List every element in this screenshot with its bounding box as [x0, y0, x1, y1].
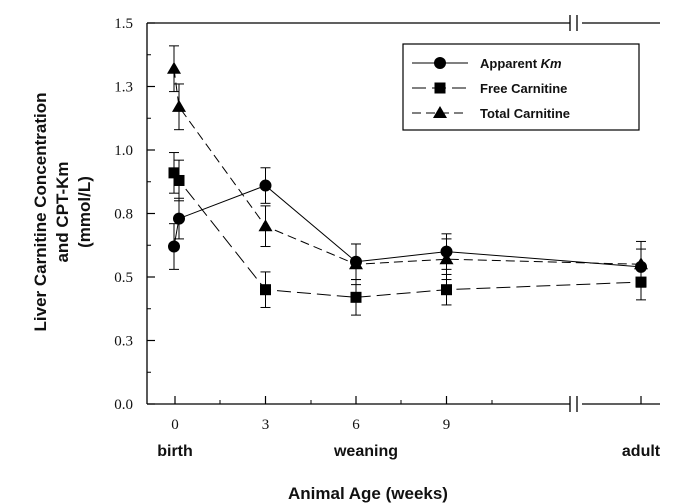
legend-label: Total Carnitine — [480, 106, 570, 121]
y-tick-label: 0.8 — [114, 207, 133, 223]
x-tick-label: 3 — [262, 417, 270, 433]
series-line — [173, 184, 642, 268]
x-tick-label: 9 — [443, 417, 451, 433]
y-tick-label: 0.0 — [114, 397, 133, 413]
legend: Apparent Km Free Carnitine Total Carnitine — [402, 43, 640, 131]
y-axis-title-line: Liver Carnitine Concentration — [31, 93, 50, 332]
x-ticks: 0 3 6 9 — [171, 396, 642, 433]
data-point — [168, 167, 180, 179]
legend-marker — [433, 106, 447, 118]
x-tick-label: 0 — [171, 417, 179, 433]
data-point — [259, 179, 272, 192]
legend-label: Apparent Km — [480, 56, 562, 71]
legend-marker — [434, 82, 446, 94]
y-tick-label: 1.0 — [114, 143, 133, 159]
series-line — [173, 68, 642, 265]
y-axis-title-line: (mmol/L) — [75, 176, 94, 248]
series-square — [168, 152, 647, 316]
data-point — [441, 284, 452, 296]
data-point — [439, 252, 454, 265]
y-axis-title-line: and CPT-Km — [53, 161, 72, 262]
y-axis-title: Liver Carnitine Concentration and CPT-Km(… — [31, 93, 94, 332]
y-tick-label: 0.5 — [114, 270, 133, 286]
series-circle — [168, 167, 647, 286]
y-tick-label: 0.3 — [114, 334, 133, 350]
y-ticks: 0.0 0.3 0.5 0.8 1.0 1.3 1.5 — [114, 16, 155, 413]
legend-label: Free Carnitine — [480, 81, 567, 96]
x-category-label: weaning — [333, 443, 398, 460]
data-point — [173, 212, 185, 225]
series-line — [173, 172, 642, 298]
data-point — [258, 219, 273, 232]
data-point — [349, 257, 363, 270]
data-point — [350, 291, 362, 303]
data-point — [634, 257, 648, 270]
x-category-label: birth — [157, 443, 193, 460]
y-tick-label: 1.5 — [114, 16, 133, 32]
series-triangle — [167, 45, 648, 288]
data-point — [168, 240, 180, 253]
data-point — [260, 284, 271, 296]
data-point — [172, 99, 186, 112]
x-axis-title: Animal Age (weeks) — [288, 484, 448, 503]
legend-marker — [434, 57, 446, 69]
x-tick-label: 6 — [352, 417, 360, 433]
x-category-label: adult — [622, 443, 661, 460]
x-category-labels: birth weaning adult — [157, 443, 661, 460]
data-point — [167, 61, 181, 74]
y-tick-label: 1.3 — [114, 80, 133, 96]
data-point — [173, 174, 185, 186]
